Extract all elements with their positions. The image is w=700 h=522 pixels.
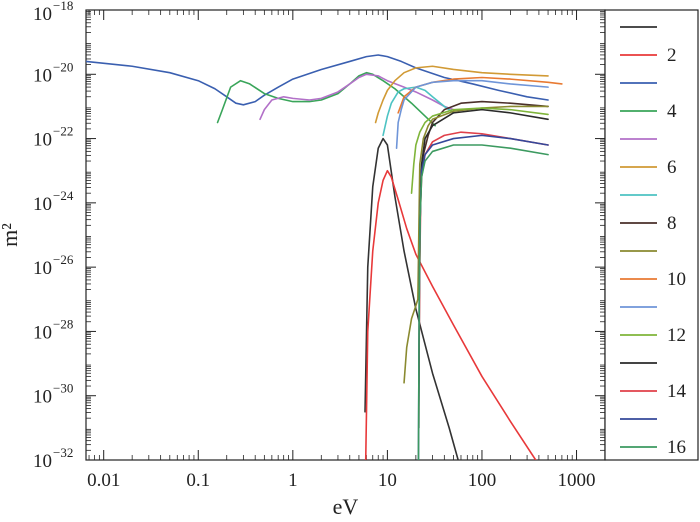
- y-tick-exponent: −28: [53, 316, 73, 331]
- y-tick-label: 10: [33, 387, 52, 408]
- legend-label-14: 14: [667, 381, 687, 402]
- legend-label-6: 6: [667, 157, 677, 178]
- legend-label-10: 10: [667, 269, 686, 290]
- y-tick-exponent: −26: [53, 252, 74, 267]
- y-tick-exponent: −24: [53, 188, 74, 203]
- y-tick-label: 10: [33, 451, 52, 472]
- series-line-16: [417, 144, 549, 460]
- series-line-5: [259, 73, 455, 121]
- legend-label-4: 4: [667, 101, 677, 122]
- y-tick-label: 10: [33, 130, 52, 151]
- y-tick-exponent: −30: [53, 381, 73, 396]
- legend-panel: [604, 9, 699, 461]
- legend-label-2: 2: [667, 45, 677, 66]
- y-tick-exponent: −32: [53, 445, 73, 460]
- series-line-10: [397, 76, 563, 114]
- y-tick-exponent: −20: [53, 59, 73, 74]
- y-tick-label: 10: [33, 258, 52, 279]
- plot-frame: [85, 9, 606, 461]
- y-tick-exponent: −22: [53, 124, 73, 139]
- series-line-14: [418, 131, 549, 381]
- x-tick-label: 1000: [558, 470, 596, 491]
- series-line-12: [410, 107, 549, 195]
- series-line-3: [86, 54, 549, 106]
- x-tick-label: 100: [468, 470, 497, 491]
- y-tick-label: 10: [33, 322, 52, 343]
- x-tick-label: 1: [288, 470, 298, 491]
- x-tick-label: 10: [378, 470, 397, 491]
- y-tick-label: 10: [33, 194, 52, 215]
- x-axis-title: eV: [333, 494, 359, 519]
- legend-label-16: 16: [667, 437, 686, 458]
- series-line-1: [364, 137, 459, 460]
- legend-label-12: 12: [667, 325, 686, 346]
- series-line-2: [364, 169, 537, 460]
- y-axis-title: m²: [0, 223, 22, 247]
- y-tick-label: 10: [33, 65, 52, 86]
- series-line-7: [382, 86, 455, 137]
- legend-label-8: 8: [667, 213, 677, 234]
- x-tick-label: 0.1: [186, 470, 210, 491]
- series-line-6: [374, 65, 549, 124]
- x-tick-label: 0.01: [87, 470, 120, 491]
- series-line-8: [418, 100, 549, 188]
- series-line-11: [395, 79, 549, 150]
- y-tick-label: 10: [33, 4, 52, 25]
- y-tick-exponent: −18: [53, 0, 73, 13]
- series-line-4: [216, 71, 436, 127]
